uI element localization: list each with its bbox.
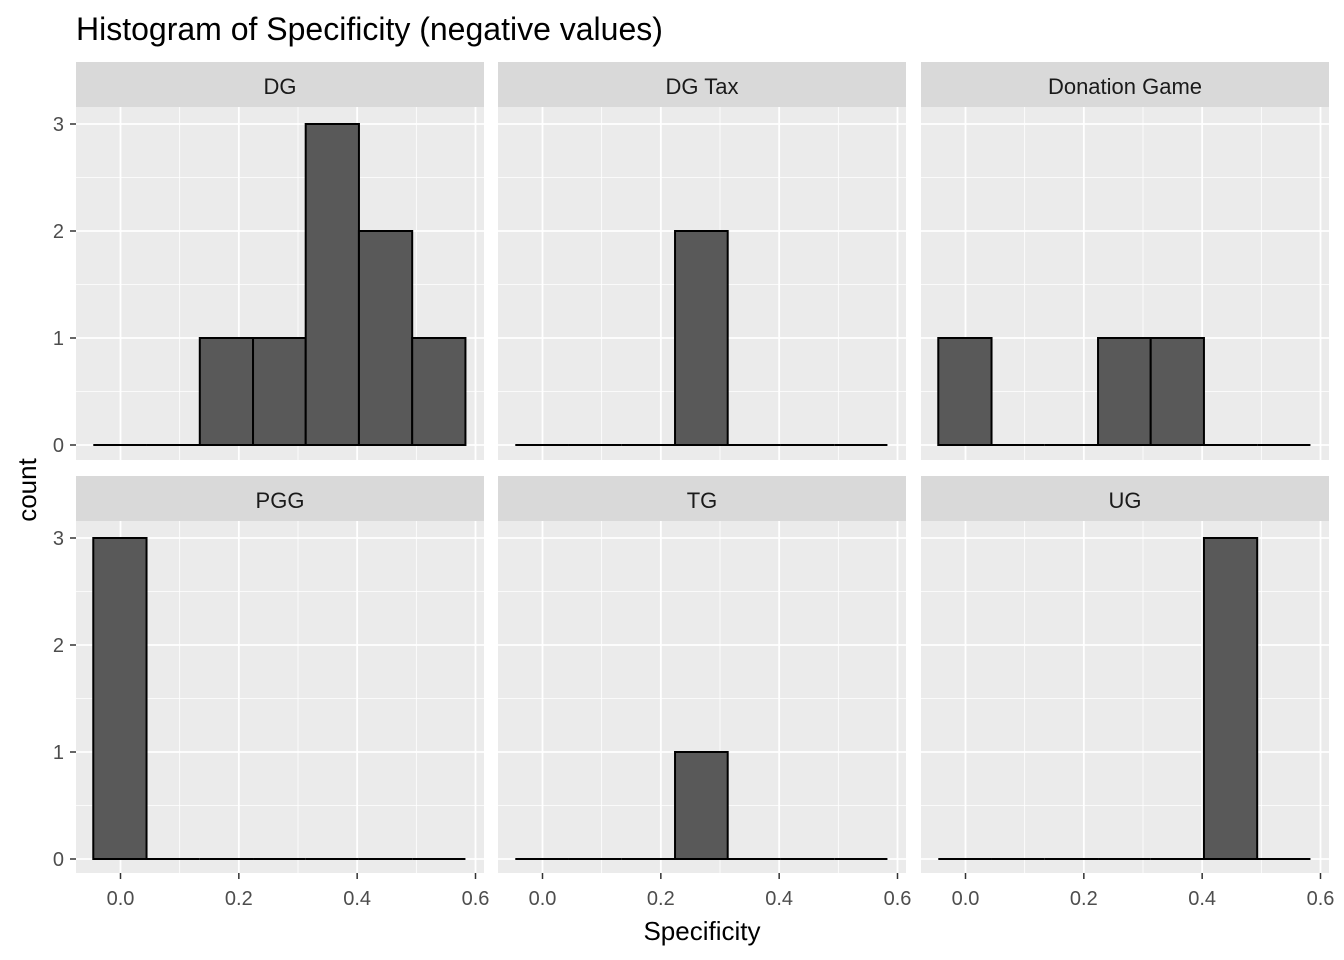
x-tick-label: 0.6 [884, 888, 912, 910]
histogram-bar [198, 337, 255, 446]
histogram-bar [1097, 337, 1152, 446]
facet-panel: Donation Game [921, 62, 1329, 460]
y-tick-label: 2 [53, 221, 64, 243]
histogram-bar [411, 337, 467, 446]
x-tick-label: 0.6 [462, 888, 490, 910]
x-tick-label: 0.4 [765, 888, 793, 910]
y-tick-label: 3 [53, 114, 64, 136]
facet-strip [76, 476, 484, 521]
facet-strip-label: UG [1109, 488, 1142, 513]
facet-panel: TG 0.0 0.2 0.4 0.6 [498, 476, 911, 910]
facet-panel: DG Tax [498, 62, 906, 460]
facet-strip [921, 476, 1329, 521]
y-axis-title: count [12, 457, 42, 521]
x-tick-label: 0.4 [1188, 888, 1216, 910]
y-tick-label: 1 [53, 742, 64, 764]
x-axis-title: Specificity [643, 916, 760, 946]
histogram-bar [1202, 537, 1259, 860]
x-tick-label: 0.4 [343, 888, 371, 910]
y-tick-label: 2 [53, 635, 64, 657]
facet-strip-label: TG [687, 488, 718, 513]
x-tick-label: 0.2 [1070, 888, 1098, 910]
facet-panel: UG 0.0 0.2 0.4 0.6 [921, 476, 1334, 910]
histogram-bar [252, 337, 307, 446]
histogram-bar [357, 230, 414, 446]
x-tick-label: 0.0 [107, 888, 135, 910]
facet-panel: PGG 0 1 2 3 0.0 0.2 0.4 0.6 [53, 476, 490, 910]
facet-panel: DG 0 1 2 3 [53, 62, 484, 460]
x-tick-label: 0.0 [529, 888, 557, 910]
histogram-bar [674, 751, 729, 860]
x-tick-label: 0.2 [647, 888, 675, 910]
facet-strip-label: DG [264, 74, 297, 99]
panel-background [921, 521, 1329, 873]
facet-strip [921, 62, 1329, 107]
facet-strip-label: DG Tax [666, 74, 739, 99]
histogram-bar [92, 537, 148, 860]
y-tick-label: 0 [53, 435, 64, 457]
x-tick-label: 0.0 [952, 888, 980, 910]
x-tick-label: 0.6 [1307, 888, 1335, 910]
y-tick-label: 3 [53, 528, 64, 550]
histogram-bar [1149, 337, 1205, 446]
histogram-bar [674, 230, 729, 446]
facet-strip [498, 62, 906, 107]
facet-strip [498, 476, 906, 521]
x-tick-label: 0.2 [225, 888, 253, 910]
chart-title: Histogram of Specificity (negative value… [76, 11, 663, 47]
y-tick-label: 0 [53, 849, 64, 871]
facet-panels: DG 0 1 2 3 DG Tax Donation Game PGG 0 1 2 3 0.0 0.2 0.… [53, 62, 1334, 910]
facet-strip-label: PGG [256, 488, 305, 513]
facet-strip [76, 62, 484, 107]
y-tick-label: 1 [53, 328, 64, 350]
histogram-bar [304, 123, 360, 446]
facet-strip-label: Donation Game [1048, 74, 1202, 99]
histogram-bar [937, 337, 993, 446]
